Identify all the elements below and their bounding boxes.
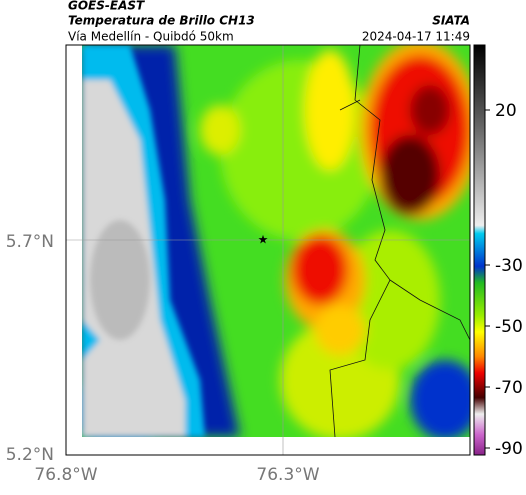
timestamp: 2024-04-17 11:49 (362, 30, 470, 44)
y-label: 5.2°N (6, 445, 54, 465)
y-label: 5.7°N (6, 232, 54, 252)
colorbar (473, 44, 486, 456)
subtitle: Vía Medellín - Quibdó 50km (68, 30, 234, 44)
x-label: 76.8°W (34, 465, 97, 485)
border (329, 45, 470, 437)
location-star: ★ (258, 233, 269, 247)
colorbar-label: -30 (495, 256, 523, 276)
colorbar-label: -50 (495, 317, 523, 337)
brand: SIATA (432, 14, 470, 28)
colorbar-label: -90 (495, 439, 523, 459)
colorbar-labels: 20 -30 -50 -70 -90 (485, 101, 523, 459)
title: Temperatura de Brillo CH13 (68, 14, 255, 28)
source: GOES-EAST (68, 0, 145, 13)
colorbar-label: 20 (495, 101, 517, 121)
x-label: 76.3°W (256, 465, 319, 485)
colorbar-label: -70 (495, 378, 523, 398)
map-frame (65, 44, 471, 456)
satellite-image (82, 45, 470, 437)
